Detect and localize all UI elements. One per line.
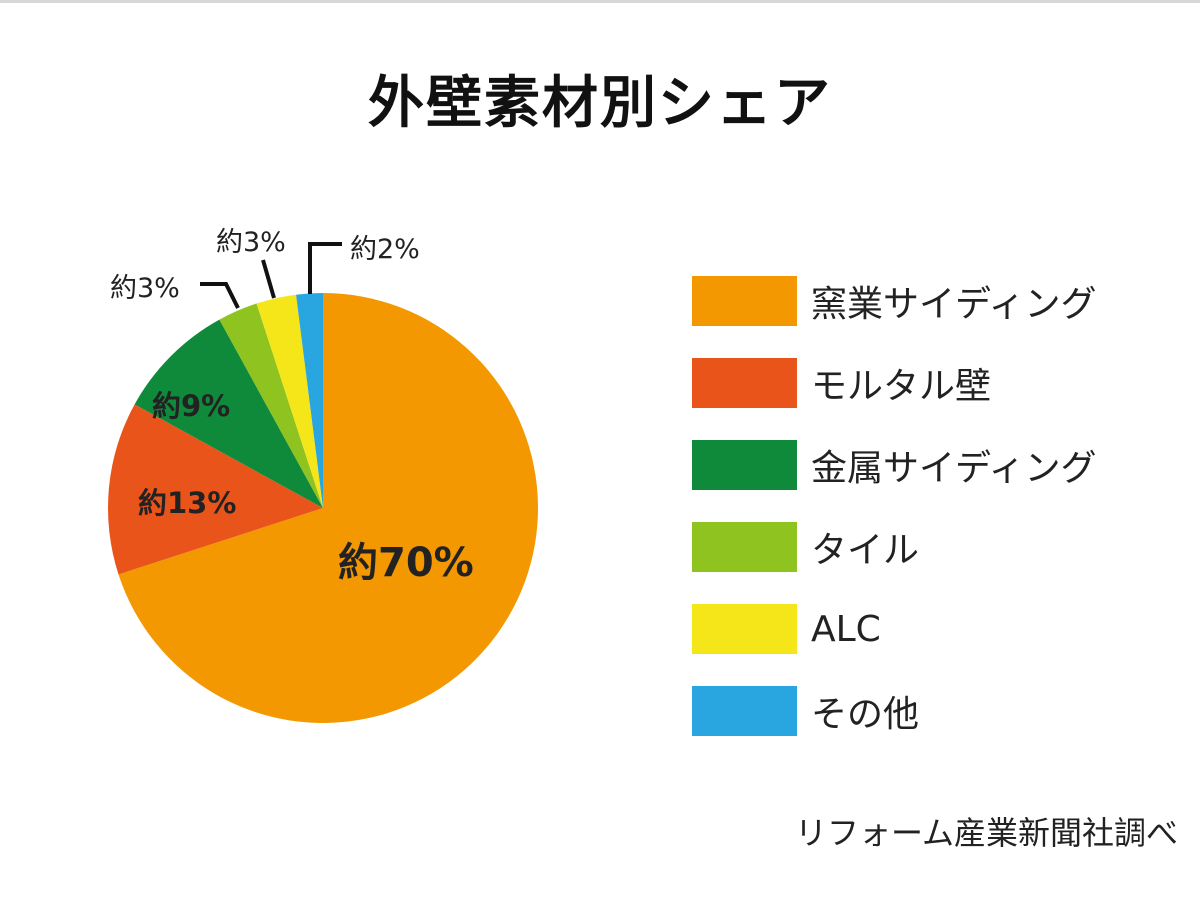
legend-label: タイル xyxy=(811,530,920,571)
legend-swatch xyxy=(692,686,797,736)
data-label-mortar: 約13% xyxy=(138,486,237,520)
legend: 窯業サイディング モルタル壁金属サイディング タイル ALC その他 xyxy=(692,260,1096,752)
top-border xyxy=(0,0,1200,3)
pie-slice-5 xyxy=(296,293,323,508)
data-label-alc: 約3% xyxy=(216,227,286,258)
legend-label: 金属サイディング xyxy=(811,448,1097,489)
legend-item: ALC xyxy=(692,588,1096,670)
legend-label: モルタル壁 xyxy=(811,366,992,407)
pie-slice-0 xyxy=(118,293,538,723)
legend-swatch xyxy=(692,604,797,654)
pie-slice-3 xyxy=(219,303,323,508)
leader-line-tile xyxy=(200,282,240,309)
legend-item: モルタル壁 xyxy=(692,342,1096,424)
legend-swatch xyxy=(692,522,797,572)
legend-label: その他 xyxy=(811,694,920,735)
legend-item: タイル xyxy=(692,506,1096,588)
chart-title: 外壁素材別シェア xyxy=(368,71,832,136)
pie-slice-2 xyxy=(134,319,323,508)
legend-swatch xyxy=(692,358,797,408)
source-note: リフォーム産業新聞社調べ xyxy=(794,814,1178,852)
data-label-siding: 約70% xyxy=(338,540,474,586)
legend-item: 窯業サイディング xyxy=(692,260,1096,342)
pie-slice-1 xyxy=(108,404,323,575)
pie-slice-4 xyxy=(256,294,323,508)
legend-item: その他 xyxy=(692,670,1096,752)
legend-swatch xyxy=(692,276,797,326)
data-label-other: 約2% xyxy=(350,234,420,265)
data-label-metal: 約9% xyxy=(152,389,231,423)
legend-swatch xyxy=(692,440,797,490)
leader-line-other xyxy=(308,242,342,294)
legend-item: 金属サイディング xyxy=(692,424,1096,506)
leader-line-alc xyxy=(261,259,276,299)
data-label-tile: 約3% xyxy=(110,273,180,304)
legend-label: 窯業サイディング xyxy=(811,284,1097,325)
legend-label: ALC xyxy=(811,608,881,650)
